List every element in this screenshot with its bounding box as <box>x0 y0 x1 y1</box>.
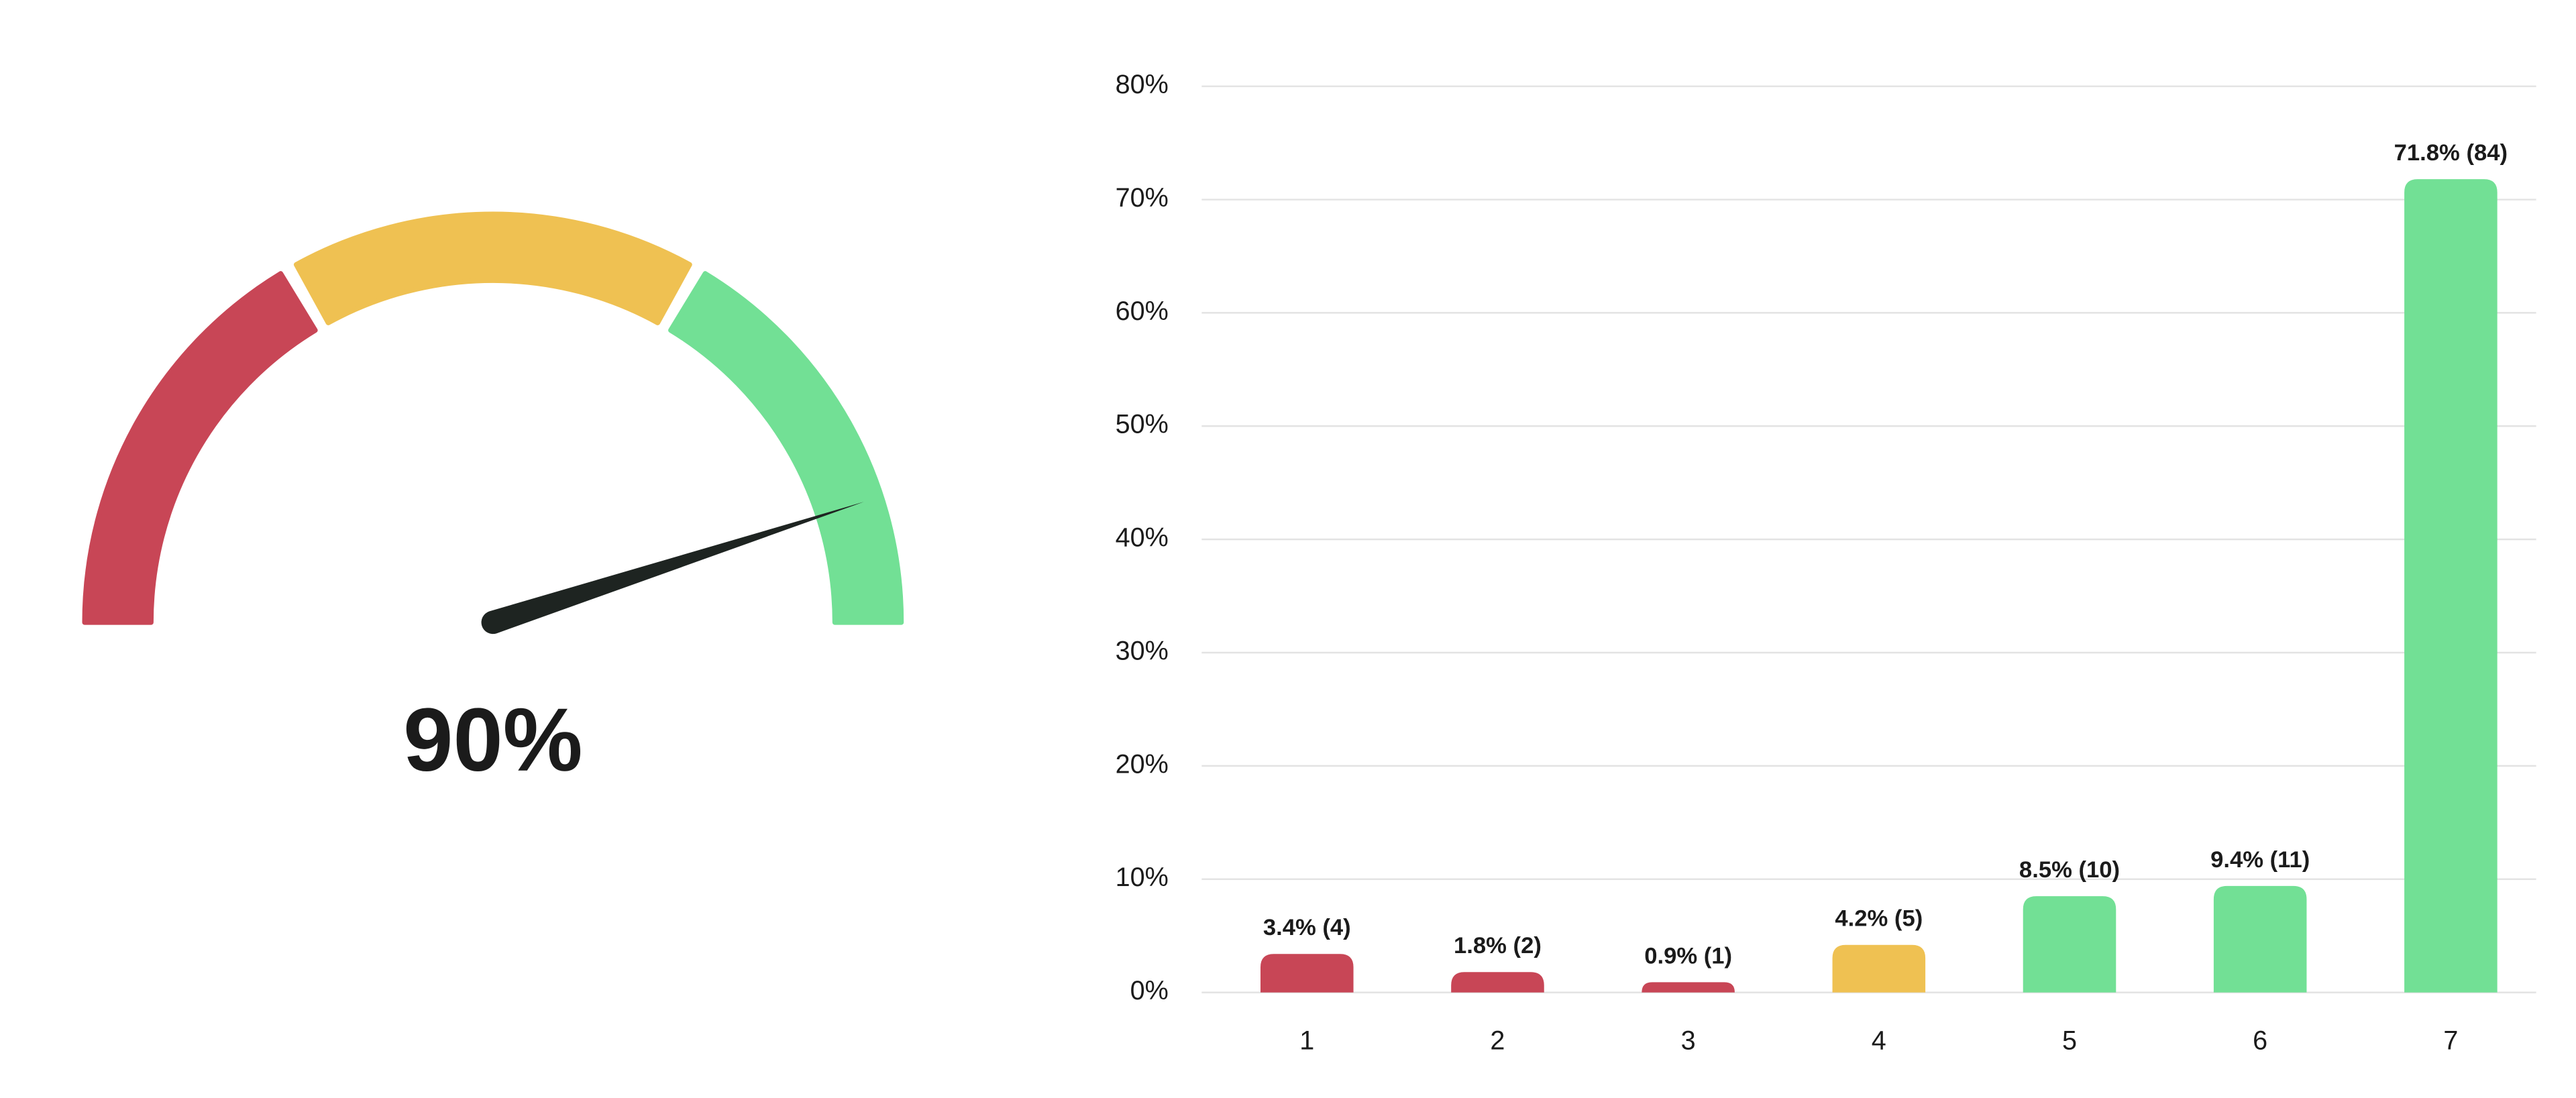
bar <box>2404 179 2498 993</box>
y-tick-label: 60% <box>1116 296 1169 326</box>
y-tick-label: 20% <box>1116 749 1169 779</box>
y-tick-label: 50% <box>1116 410 1169 439</box>
x-tick-label: 1 <box>1299 1026 1314 1055</box>
y-tick-label: 80% <box>1116 70 1169 99</box>
bar-value-label: 4.2% (5) <box>1835 906 1923 932</box>
x-tick-label: 2 <box>1490 1026 1505 1055</box>
bar <box>1642 982 1735 993</box>
gauge-band <box>82 271 318 625</box>
gauge-needle <box>481 502 864 635</box>
gauge-band <box>293 211 692 325</box>
x-tick-label: 6 <box>2253 1026 2267 1055</box>
bar-value-label: 8.5% (10) <box>2019 857 2120 883</box>
bar <box>1451 972 1544 993</box>
bar <box>2023 896 2116 993</box>
x-tick-label: 4 <box>1872 1026 1886 1055</box>
y-tick-label: 0% <box>1130 976 1169 1005</box>
bar <box>1260 954 1354 993</box>
bar-value-label: 0.9% (1) <box>1644 943 1732 969</box>
y-tick-label: 30% <box>1116 636 1169 665</box>
x-tick-label: 7 <box>2443 1026 2458 1055</box>
y-tick-label: 70% <box>1116 183 1169 213</box>
bar <box>2213 885 2307 993</box>
bar-value-label: 71.8% (84) <box>2394 140 2508 166</box>
x-tick-label: 3 <box>1681 1026 1696 1055</box>
gauge-band <box>668 271 904 625</box>
bar-value-label: 3.4% (4) <box>1263 915 1351 940</box>
bar-value-label: 1.8% (2) <box>1454 933 1542 958</box>
bar-value-label: 9.4% (11) <box>2210 847 2310 873</box>
bar <box>1832 944 1926 993</box>
y-tick-label: 10% <box>1116 863 1169 892</box>
x-tick-label: 5 <box>2062 1026 2077 1055</box>
y-tick-label: 40% <box>1116 523 1169 553</box>
gauge-value-label: 90% <box>403 690 582 790</box>
